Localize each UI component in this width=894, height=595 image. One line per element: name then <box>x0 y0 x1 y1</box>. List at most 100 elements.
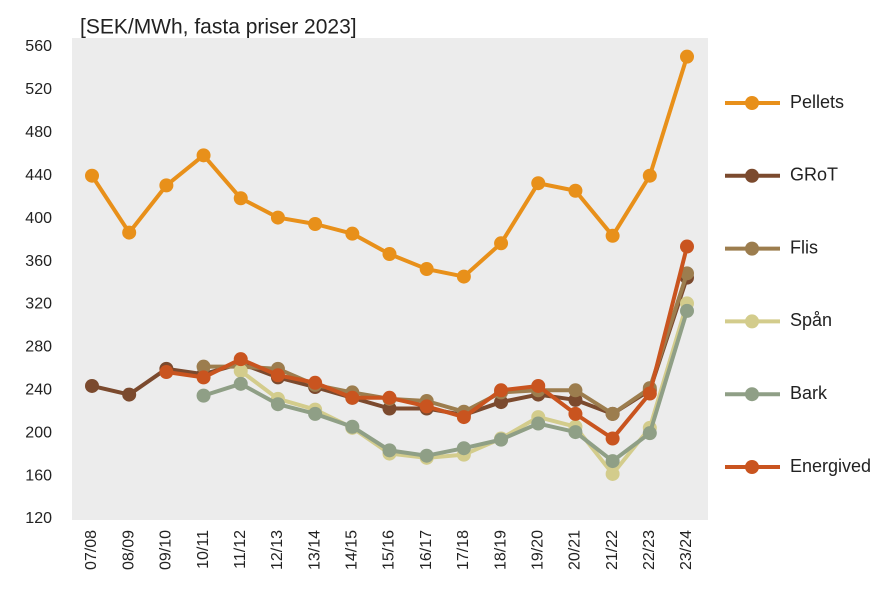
data-point <box>233 191 248 206</box>
data-point <box>531 416 546 431</box>
y-tick-label: 120 <box>25 510 52 527</box>
data-point <box>122 387 137 402</box>
y-tick-label: 480 <box>25 124 52 141</box>
data-point <box>680 303 694 318</box>
y-tick-label: 160 <box>25 467 52 484</box>
x-tick-label: 19/20 <box>529 530 546 570</box>
data-point <box>605 431 620 446</box>
x-tick-label: 10/11 <box>195 530 212 569</box>
x-tick-label: 07/08 <box>83 530 100 570</box>
data-point <box>233 376 248 391</box>
legend-marker <box>745 387 759 402</box>
data-point <box>642 168 657 183</box>
data-point <box>419 448 434 463</box>
data-point <box>605 454 620 469</box>
data-point <box>494 395 509 410</box>
legend-marker <box>745 96 759 110</box>
data-point <box>494 236 509 251</box>
data-point <box>419 262 434 277</box>
data-point <box>308 217 323 231</box>
data-point <box>345 390 360 405</box>
data-point <box>456 269 471 284</box>
x-tick-label: 12/13 <box>269 530 286 570</box>
data-point <box>233 352 248 367</box>
data-point <box>605 228 620 243</box>
y-tick-label: 440 <box>25 167 52 184</box>
legend-marker <box>745 168 759 183</box>
plot-area <box>72 38 708 520</box>
x-tick-label: 17/18 <box>455 530 472 570</box>
data-point <box>456 441 471 456</box>
data-point <box>568 383 583 398</box>
data-point <box>456 410 471 425</box>
legend-marker <box>745 241 759 256</box>
data-point <box>85 168 99 183</box>
data-point <box>642 386 657 401</box>
data-point <box>494 383 509 398</box>
data-point <box>680 266 694 281</box>
legend-label: Energived <box>790 456 871 476</box>
data-point <box>531 176 546 191</box>
legend-label: Flis <box>790 237 818 257</box>
data-point <box>568 392 583 407</box>
data-point <box>382 390 397 405</box>
data-point <box>270 397 285 412</box>
y-tick-label: 360 <box>25 253 52 270</box>
data-point <box>605 406 620 421</box>
data-point <box>196 359 211 374</box>
x-tick-label: 23/24 <box>678 530 695 570</box>
data-point <box>605 466 620 481</box>
data-point <box>345 419 360 434</box>
chart-title: [SEK/MWh, fasta priser 2023] <box>80 16 357 39</box>
data-point <box>494 432 509 447</box>
legend-label: Pellets <box>790 92 844 112</box>
y-tick-label: 240 <box>25 381 52 398</box>
x-tick-label: 11/12 <box>232 530 249 569</box>
x-tick-label: 20/21 <box>567 530 584 570</box>
x-tick-label: 13/14 <box>306 530 323 570</box>
y-tick-label: 560 <box>25 38 52 55</box>
data-point <box>568 183 583 198</box>
legend-marker <box>745 460 759 474</box>
y-tick-label: 200 <box>25 424 52 441</box>
y-tick-label: 400 <box>25 210 52 227</box>
x-tick-label: 22/23 <box>641 530 658 570</box>
data-point <box>345 226 360 241</box>
data-point <box>270 210 285 225</box>
data-point <box>568 406 583 421</box>
legend-label: Bark <box>790 383 828 403</box>
x-tick-label: 18/19 <box>492 530 509 570</box>
data-point <box>680 239 694 254</box>
legend-label: GRoT <box>790 165 838 185</box>
data-point <box>233 363 248 378</box>
data-point <box>270 368 285 383</box>
x-tick-label: 09/10 <box>158 530 175 570</box>
data-point <box>196 148 211 163</box>
x-tick-label: 16/17 <box>418 530 435 570</box>
y-tick-label: 280 <box>25 339 52 356</box>
x-tick-label: 14/15 <box>344 530 361 570</box>
data-point <box>680 49 694 64</box>
data-point <box>382 247 397 262</box>
data-point <box>122 225 137 240</box>
x-tick-label: 21/22 <box>604 530 621 570</box>
x-tick-label: 15/16 <box>381 530 398 570</box>
data-point <box>642 426 657 441</box>
data-point <box>531 378 546 393</box>
y-tick-label: 520 <box>25 81 52 98</box>
data-point <box>308 406 323 421</box>
y-tick-label: 320 <box>25 296 52 313</box>
data-point <box>159 178 174 193</box>
data-point <box>568 425 583 440</box>
data-point <box>419 399 434 414</box>
data-point <box>196 388 211 403</box>
legend-label: Spån <box>790 310 832 330</box>
x-tick-label: 08/09 <box>120 530 137 570</box>
data-point <box>382 443 397 458</box>
data-point <box>159 365 174 380</box>
data-point <box>85 378 99 393</box>
legend-marker <box>745 314 759 329</box>
data-point <box>382 401 397 416</box>
data-point <box>196 370 211 385</box>
